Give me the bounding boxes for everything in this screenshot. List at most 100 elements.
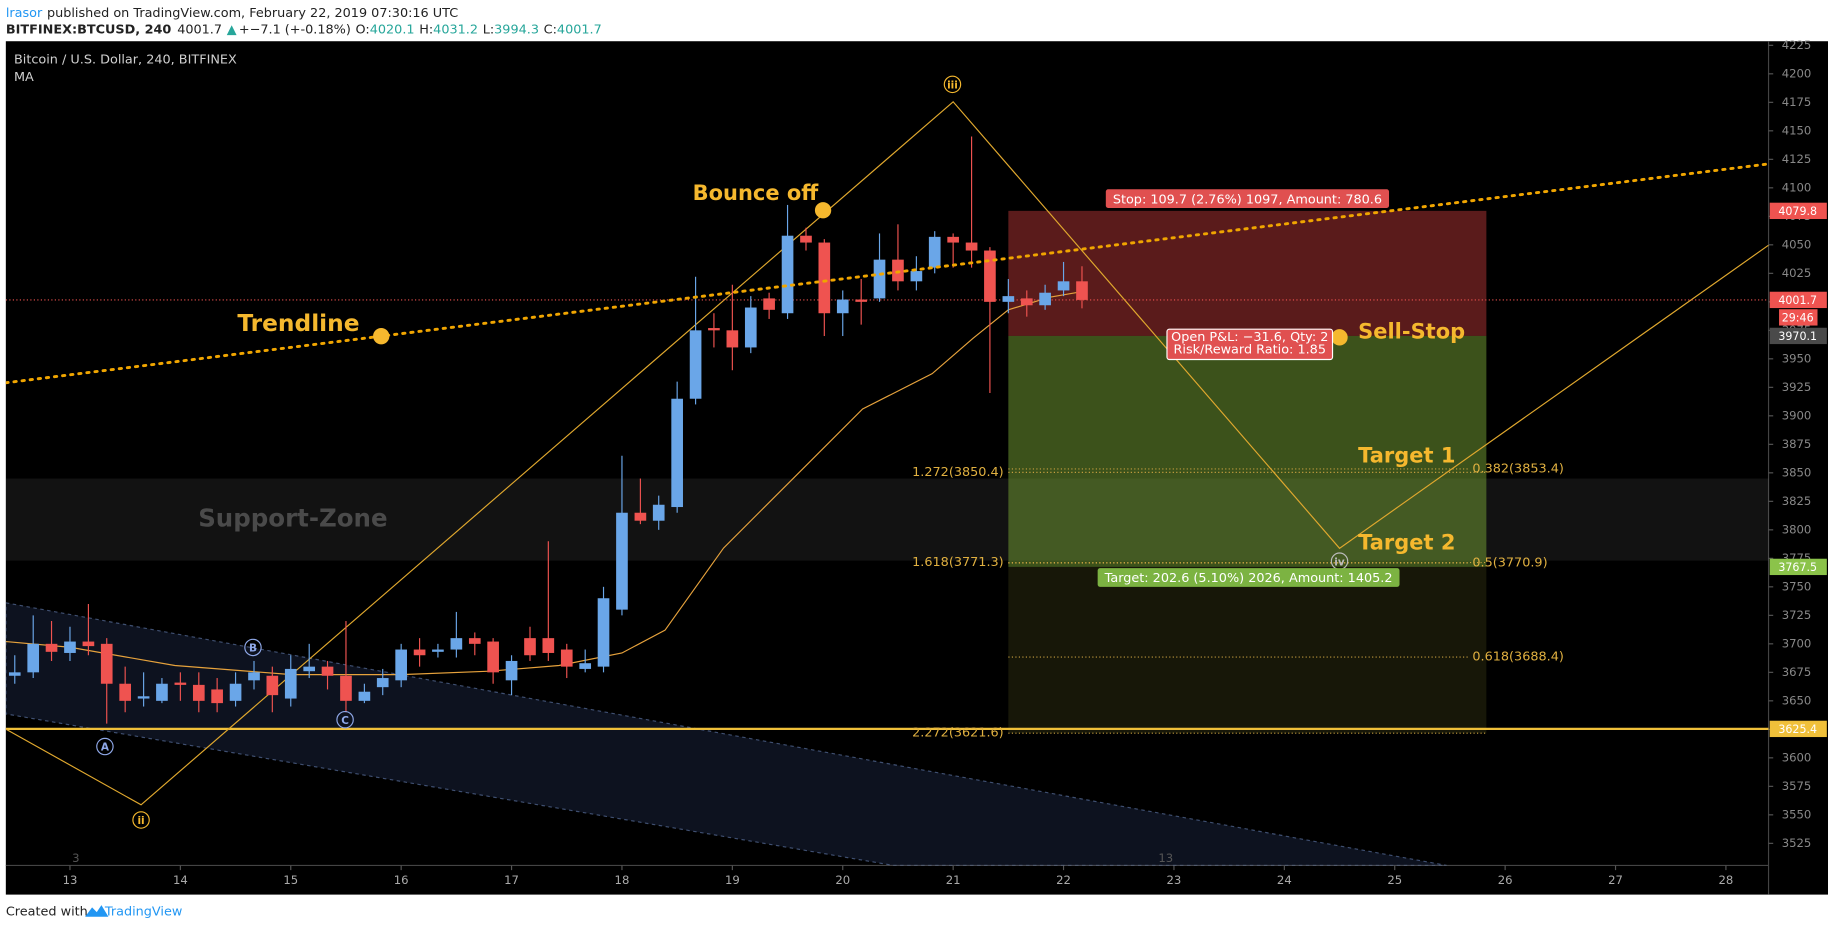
candle-body (616, 512, 628, 610)
quote-o-value: 4020.1 (370, 22, 415, 37)
y-tick-label: 3750 (1782, 579, 1812, 593)
quote-o: O: (356, 22, 370, 37)
y-tick-label: 3725 (1782, 608, 1812, 622)
y-tick-label: 3800 (1782, 522, 1812, 536)
x-tick-label: 28 (1719, 873, 1734, 887)
header-line-2: BITFINEX:BTCUSD, 240 4001.7 ▲ +−7.1 (+-0.18… (6, 22, 602, 37)
session-label: 13 (1158, 851, 1173, 865)
fib-label: 2.272(3621.6) (912, 726, 1004, 741)
annotation: Trendline (237, 310, 359, 337)
y-tick-label: 3575 (1782, 779, 1812, 793)
candle-body (1020, 298, 1033, 306)
quote-l-value: 3994.3 (494, 22, 539, 37)
fib-label: 1.618(3771.3) (912, 555, 1004, 570)
y-tick-label: 4175 (1782, 95, 1812, 109)
price-tag-label: 3970.1 (1778, 330, 1817, 343)
countdown-box (1779, 309, 1818, 326)
candle-body (947, 236, 959, 243)
legend-ma: MA (14, 70, 34, 85)
candle-body (671, 398, 683, 508)
fib-label: 0.382(3853.4) (1472, 461, 1564, 476)
wave-badge (943, 75, 962, 94)
candle-body (1076, 281, 1088, 300)
quote-arrow: ▲ (227, 22, 237, 37)
brand-logo (85, 905, 109, 917)
x-tick-label: 17 (504, 873, 519, 887)
wave-label: iii (947, 80, 958, 92)
annotation: Bounce off (693, 181, 820, 205)
wave-badge (132, 811, 150, 829)
wave-badge (336, 710, 354, 729)
position-extension (1008, 566, 1487, 734)
candle-body (82, 641, 95, 647)
session-label: 3 (72, 851, 79, 865)
candle-body (597, 598, 610, 667)
candle-body (763, 298, 775, 310)
fib-label: 0.618(3688.4) (1472, 650, 1564, 665)
quote-h-value: 4031.2 (433, 22, 478, 37)
x-tick-label: 26 (1498, 873, 1513, 887)
y-tick-label: 4225 (1782, 38, 1812, 52)
wave-badge (96, 737, 114, 756)
candle-body (579, 663, 592, 669)
candle-body (744, 307, 757, 348)
price-tag-label: 4001.7 (1778, 294, 1817, 307)
author[interactable]: lrasor (6, 6, 43, 21)
wave-label: A (101, 742, 110, 754)
candle-body (560, 649, 573, 667)
candle-body (211, 689, 223, 704)
annotation: Target 1 (1358, 443, 1455, 467)
candle-body (8, 672, 21, 676)
y-tick-label: 3825 (1782, 494, 1812, 508)
x-tick-label: 18 (615, 873, 630, 887)
candle-body (358, 691, 371, 701)
fib-label: 1.272(3850.4) (912, 465, 1004, 480)
footer-brand[interactable]: TradingView (104, 905, 182, 920)
quote-c: C: (544, 22, 557, 37)
x-tick-label: 20 (835, 873, 850, 887)
anchor-dot (373, 328, 390, 345)
candle-body (928, 236, 941, 268)
y-tick-label: 4025 (1782, 266, 1812, 280)
y-tick-label: 3850 (1782, 465, 1812, 479)
y-tick-label: 3875 (1782, 437, 1812, 451)
candle-body (266, 675, 279, 696)
x-tick-label: 21 (946, 873, 961, 887)
candle-body (248, 672, 260, 681)
candle-body (836, 299, 849, 314)
pnl-label: Open P&L: −31.6, Qty: 2 (1171, 330, 1328, 345)
y-tick-label: 3550 (1782, 807, 1812, 821)
header-line-1: lrasor published on TradingView.com, Febr… (6, 6, 458, 21)
x-tick-label: 22 (1056, 873, 1071, 887)
anchor-dot (814, 202, 832, 219)
candle-body (708, 328, 720, 331)
price-tag-label: 3767.5 (1778, 561, 1817, 574)
candle-body (468, 638, 481, 644)
candle-body (487, 641, 499, 673)
wave-label: ii (137, 815, 144, 827)
plot: Support-Zone 1.272(3850.4) 1.618(3771.3) 2.… (5, 38, 1827, 887)
candle-body (984, 250, 996, 302)
candle-body (726, 330, 739, 348)
stop-label-box (1105, 189, 1390, 208)
candle-body (229, 683, 242, 701)
candle-body (100, 643, 113, 684)
price-tag-label: 4079.8 (1778, 205, 1817, 218)
candle-body (192, 684, 205, 701)
y-tick-label: 4100 (1782, 180, 1812, 194)
rr-label: Risk/Reward Ratio: 1.85 (1174, 343, 1326, 358)
pnl-box (1166, 328, 1334, 361)
y-tick-label: 3650 (1782, 693, 1812, 707)
candle-body (45, 643, 58, 652)
candle-body (27, 643, 40, 673)
stop-label: Stop: 109.7 (2.76%) 1097, Amount: 780.6 (1113, 192, 1382, 207)
price-tag-label: 3625.4 (1778, 723, 1817, 736)
x-tick-label: 24 (1277, 873, 1292, 887)
candle-body (892, 259, 904, 282)
quote-last: 4001.7 (177, 22, 222, 37)
candle-body (873, 259, 886, 299)
anchor-dot (1331, 329, 1348, 346)
quote-change: +−7.1 (+-0.18%) (239, 22, 351, 37)
